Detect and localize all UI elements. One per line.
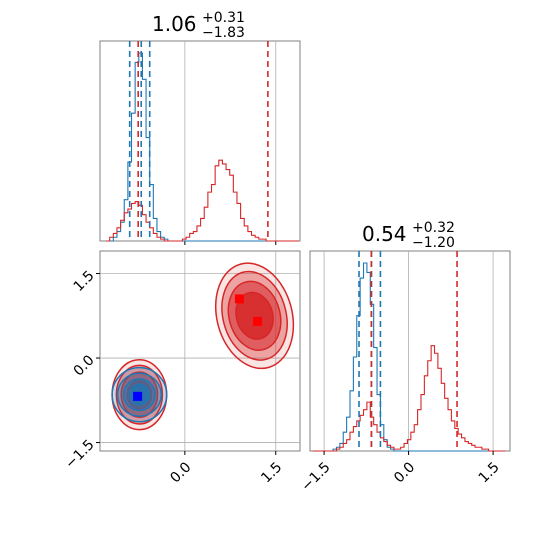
- marginal-title-2-plus: +0.32: [412, 220, 455, 236]
- joint-panel: 1.5 0.0 −1.5 0.0 1.5: [62, 250, 301, 486]
- x-tick-label: 1.5: [258, 459, 285, 486]
- marginal-title-1-value: 1.06: [152, 12, 197, 36]
- y-tick-label: −1.5: [62, 437, 97, 472]
- histogram-series-2: [106, 159, 299, 242]
- marginal-title-1-minus: −1.83: [202, 25, 245, 41]
- truth-marker: [253, 316, 263, 326]
- x-tick-label: −1.5: [298, 459, 333, 494]
- axes-frame-2: [99, 250, 301, 452]
- marginal-panel-1: 1.06 +0.31 −1.83: [99, 10, 301, 245]
- marginal-title-2-value: 0.54: [362, 222, 407, 246]
- axes-frame-3: [309, 250, 511, 452]
- x-tick-label: 1.5: [476, 459, 503, 486]
- truth-marker: [133, 391, 143, 401]
- x-tick-label: 0.0: [391, 459, 418, 486]
- marginal-title-1-plus: +0.31: [202, 10, 245, 26]
- y-tick-label: 0.0: [71, 352, 98, 379]
- marginal-title-2-minus: −1.20: [412, 235, 455, 251]
- histogram-series-2: [312, 345, 506, 452]
- histogram-series-1: [106, 52, 299, 242]
- marginal-panel-2: −1.5 0.0 1.5 0.54 +0.32 −1.20: [298, 220, 511, 495]
- truth-marker: [234, 294, 244, 304]
- histogram-series-1: [312, 262, 506, 452]
- contour-level: [235, 291, 274, 340]
- x-tick-label: 0.0: [167, 459, 194, 486]
- y-tick-label: 1.5: [71, 268, 98, 295]
